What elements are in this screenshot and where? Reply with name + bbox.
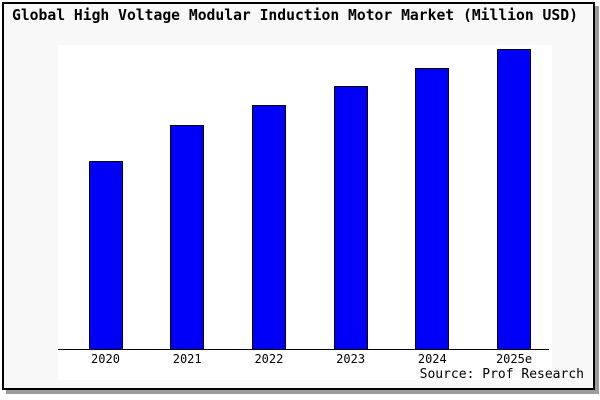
bar-2024 bbox=[415, 68, 450, 349]
bar-2022 bbox=[251, 105, 286, 349]
x-tick-label-2022: 2022 bbox=[254, 352, 284, 366]
x-tick-label-2023: 2023 bbox=[336, 352, 366, 366]
chart-frame: Global High Voltage Modular Induction Mo… bbox=[2, 2, 595, 390]
bar-2021 bbox=[170, 125, 205, 349]
bar-2025e bbox=[497, 49, 531, 349]
x-tick-label-2024: 2024 bbox=[417, 352, 447, 366]
bar-2020 bbox=[88, 161, 123, 349]
x-tick-label-2020: 2020 bbox=[91, 352, 120, 366]
x-tick-label-2021: 2021 bbox=[172, 352, 202, 366]
source-caption: Source: Prof Research bbox=[419, 367, 584, 382]
chart-title: Global High Voltage Modular Induction Mo… bbox=[12, 7, 578, 24]
plot-area: 2020 2021 2022 2023 2024 2025e bbox=[58, 45, 552, 380]
x-axis-line bbox=[58, 349, 549, 350]
bar-2023 bbox=[333, 86, 368, 349]
x-tick-label-2025e: 2025e bbox=[495, 352, 533, 366]
